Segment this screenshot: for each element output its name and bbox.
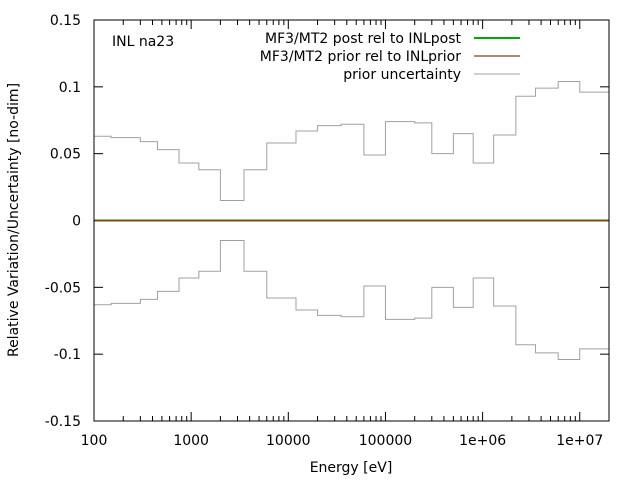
prior-uncertainty-upper-line xyxy=(94,80,610,201)
y-tick-label: -0.15 xyxy=(45,414,81,430)
chart-annotation: INL na23 xyxy=(112,34,174,50)
y-tick-label: 0 xyxy=(72,214,81,230)
x-tick-label: 100 xyxy=(81,433,108,449)
legend: MF3/MT2 post rel to INLpost MF3/MT2 prior… xyxy=(260,31,520,83)
y-tick-label: -0.05 xyxy=(45,280,81,296)
x-tick-label: 1e+07 xyxy=(556,433,603,449)
y-tick-label: -0.1 xyxy=(54,347,81,363)
x-tick-label: 10000 xyxy=(266,433,311,449)
y-axis-title: Relative Variation/Uncertainty [no-dim] xyxy=(6,83,22,357)
y-tick-label: 0.15 xyxy=(50,13,81,29)
legend-label: prior uncertainty xyxy=(343,67,461,83)
legend-label: MF3/MT2 post rel to INLpost xyxy=(265,31,461,47)
x-tick-label: 1e+06 xyxy=(459,433,506,449)
y-tick-label: 0.05 xyxy=(50,147,81,163)
x-tick-label: 100000 xyxy=(359,433,412,449)
y-tick-label: 0.1 xyxy=(59,80,81,96)
x-axis-title: Energy [eV] xyxy=(310,460,393,476)
plot-frame xyxy=(93,19,610,422)
x-tick-label: 1000 xyxy=(173,433,209,449)
legend-label: MF3/MT2 prior rel to INLprior xyxy=(260,49,461,65)
prior-uncertainty-lower-line xyxy=(94,240,610,361)
